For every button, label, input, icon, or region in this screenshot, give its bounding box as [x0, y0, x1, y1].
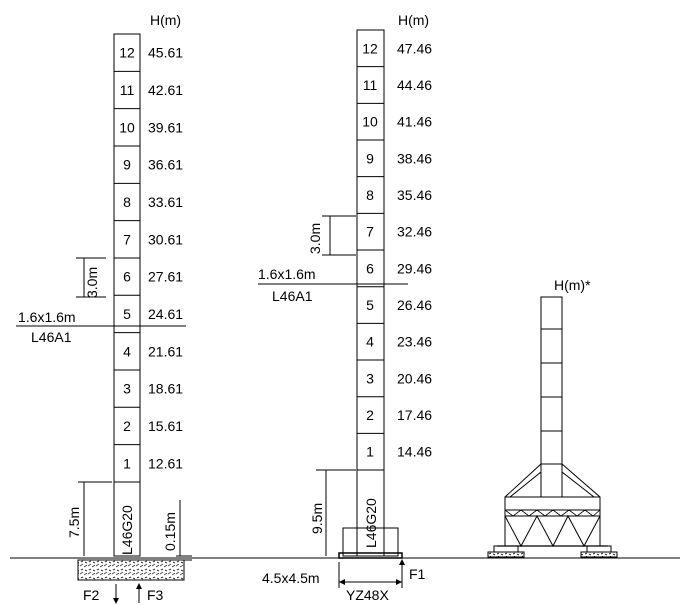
- section-height: 23.46: [397, 334, 432, 350]
- section-number: 4: [366, 334, 374, 350]
- section-height: 44.46: [397, 77, 432, 93]
- tower-1-collar-size: 1.6x1.6m: [18, 309, 76, 325]
- section-number: 3: [366, 370, 374, 386]
- section-height: 29.46: [397, 260, 432, 276]
- section-height: 33.61: [148, 194, 183, 210]
- section-height: 24.61: [148, 306, 183, 322]
- section-number: 2: [123, 418, 131, 434]
- tower-1-section-dim: 3.0m: [84, 267, 100, 298]
- force-arrow-head: [113, 598, 119, 604]
- section-number: 3: [123, 381, 131, 397]
- section-number: 10: [119, 119, 135, 135]
- section-height: 41.46: [397, 114, 432, 130]
- section-number: 8: [366, 187, 374, 203]
- section-number: 12: [362, 40, 378, 56]
- tower-2-axis-title: H(m): [398, 12, 429, 28]
- section-height: 38.46: [397, 150, 432, 166]
- section-height: 35.46: [397, 187, 432, 203]
- section-height: 18.61: [148, 381, 183, 397]
- tower-3-lattice: [504, 509, 601, 517]
- section-number: 9: [123, 157, 131, 173]
- section-number: 7: [123, 231, 131, 247]
- tower-1-collar-type: L46A1: [31, 329, 72, 345]
- tower-2-collar-size: 1.6x1.6m: [258, 266, 316, 282]
- force-arrow-head: [136, 583, 142, 589]
- tower-3-brace: [509, 471, 542, 498]
- section-height: 47.46: [397, 40, 432, 56]
- tower-2-base-dim: 9.5m: [309, 503, 325, 534]
- section-number: 5: [123, 306, 131, 322]
- tower-2-collar-type: L46A1: [272, 288, 313, 304]
- section-number: 5: [366, 297, 374, 313]
- tower-2-force-f1: F1: [409, 566, 426, 582]
- section-number: 4: [123, 343, 131, 359]
- section-height: 39.61: [148, 119, 183, 135]
- tower-2-section-dim: 3.0m: [307, 223, 323, 254]
- section-number: 11: [120, 82, 135, 98]
- tower-1-base-label: L46G20: [119, 505, 135, 555]
- section-height: 42.61: [148, 82, 183, 98]
- section-height: 12.61: [148, 455, 183, 471]
- section-number: 8: [123, 194, 131, 210]
- tower-3-truss: [504, 514, 601, 548]
- tower-1-foundation-dim: 0.15m: [162, 512, 178, 551]
- tower-2-base-plate: [338, 552, 403, 559]
- tower-3-brace: [561, 471, 595, 498]
- section-number: 6: [366, 260, 374, 276]
- section-height: 14.46: [397, 444, 432, 460]
- section-height: 45.61: [148, 45, 183, 61]
- section-number: 2: [366, 407, 374, 423]
- tower-1-base-dim: 7.5m: [66, 507, 82, 538]
- tower-3-foot-right-pad: [580, 551, 618, 558]
- tower-3-foot-left: [493, 545, 519, 553]
- tower-3-axis-title: H(m)*: [554, 277, 591, 293]
- dim-arrow: [339, 579, 345, 585]
- section-height: 15.61: [148, 418, 183, 434]
- section-height: 36.61: [148, 157, 183, 173]
- section-height: 32.46: [397, 224, 432, 240]
- section-number: 7: [366, 224, 374, 240]
- dim-arrow: [396, 579, 402, 585]
- section-height: 21.61: [148, 343, 183, 359]
- tower-2-base-type: YZ48X: [346, 587, 389, 603]
- tower-1-force-f3: F3: [147, 587, 164, 603]
- tower-2-base-size: 4.5x4.5m: [262, 570, 320, 586]
- tower-1-force-f2: F2: [83, 587, 100, 603]
- section-height: 17.46: [397, 407, 432, 423]
- tower-1-foundation: [77, 559, 185, 581]
- section-number: 10: [362, 114, 378, 130]
- tower-2-base-label: L46G20: [363, 498, 379, 548]
- tower-3-foot-left-pad: [487, 551, 525, 558]
- section-number: 1: [123, 455, 131, 471]
- tower-1-base-segment: [113, 481, 141, 557]
- section-height: 30.61: [148, 231, 183, 247]
- section-number: 9: [366, 150, 374, 166]
- section-number: 12: [119, 45, 135, 61]
- section-number: 1: [366, 444, 374, 460]
- tower-3: H(m)*: [487, 277, 618, 558]
- section-number: 6: [123, 269, 131, 285]
- section-height: 26.46: [397, 297, 432, 313]
- tower-3-foot-right: [586, 545, 612, 553]
- section-number: 11: [363, 77, 378, 93]
- tower-2-base-frame: [342, 527, 399, 557]
- section-height: 27.61: [148, 269, 183, 285]
- section-height: 20.46: [397, 370, 432, 386]
- tower-1-axis-title: H(m): [150, 12, 181, 28]
